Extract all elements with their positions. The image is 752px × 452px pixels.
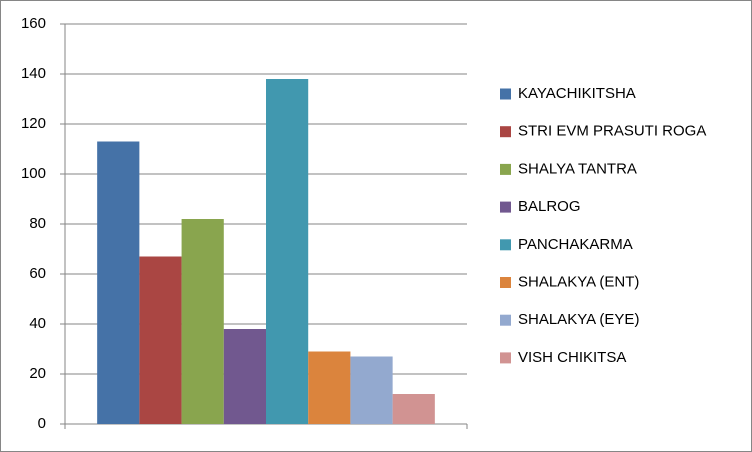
bar	[266, 79, 309, 424]
legend-label: VISH CHIKITSA	[518, 349, 626, 366]
y-tick-label: 140	[21, 65, 46, 82]
y-tick-label: 100	[21, 165, 46, 182]
y-tick-label: 40	[29, 315, 46, 332]
y-tick-label: 120	[21, 115, 46, 132]
legend-swatch	[500, 126, 511, 138]
y-tick-label: 60	[29, 265, 46, 282]
bar	[350, 356, 393, 424]
legend-swatch	[500, 352, 511, 364]
legend-swatch	[500, 163, 511, 175]
legend-label: SHALAKYA (ENT)	[518, 273, 639, 290]
y-tick-label: 160	[21, 15, 46, 32]
legend-swatch	[500, 239, 511, 251]
legend-swatch	[500, 314, 511, 326]
bar	[308, 351, 351, 424]
legend-swatch	[500, 277, 511, 288]
legend-swatch	[500, 201, 511, 213]
y-tick-label: 80	[29, 215, 46, 232]
legend-label: SHALAKYA (EYE)	[518, 311, 639, 328]
legend-label: KAYACHIKITSHA	[518, 85, 636, 102]
legend-label: STRI EVM PRASUTI ROGA	[518, 123, 706, 140]
bar	[97, 141, 140, 424]
legend-swatch	[500, 88, 511, 100]
y-tick-label: 20	[29, 365, 46, 382]
bar	[139, 256, 182, 424]
bar	[392, 394, 435, 424]
y-tick-label: 0	[38, 415, 46, 432]
bar	[223, 329, 266, 424]
legend-label: PANCHAKARMA	[518, 236, 633, 253]
legend-label: SHALYA TANTRA	[518, 160, 637, 177]
legend-label: BALROG	[518, 198, 581, 215]
bar	[181, 219, 224, 424]
